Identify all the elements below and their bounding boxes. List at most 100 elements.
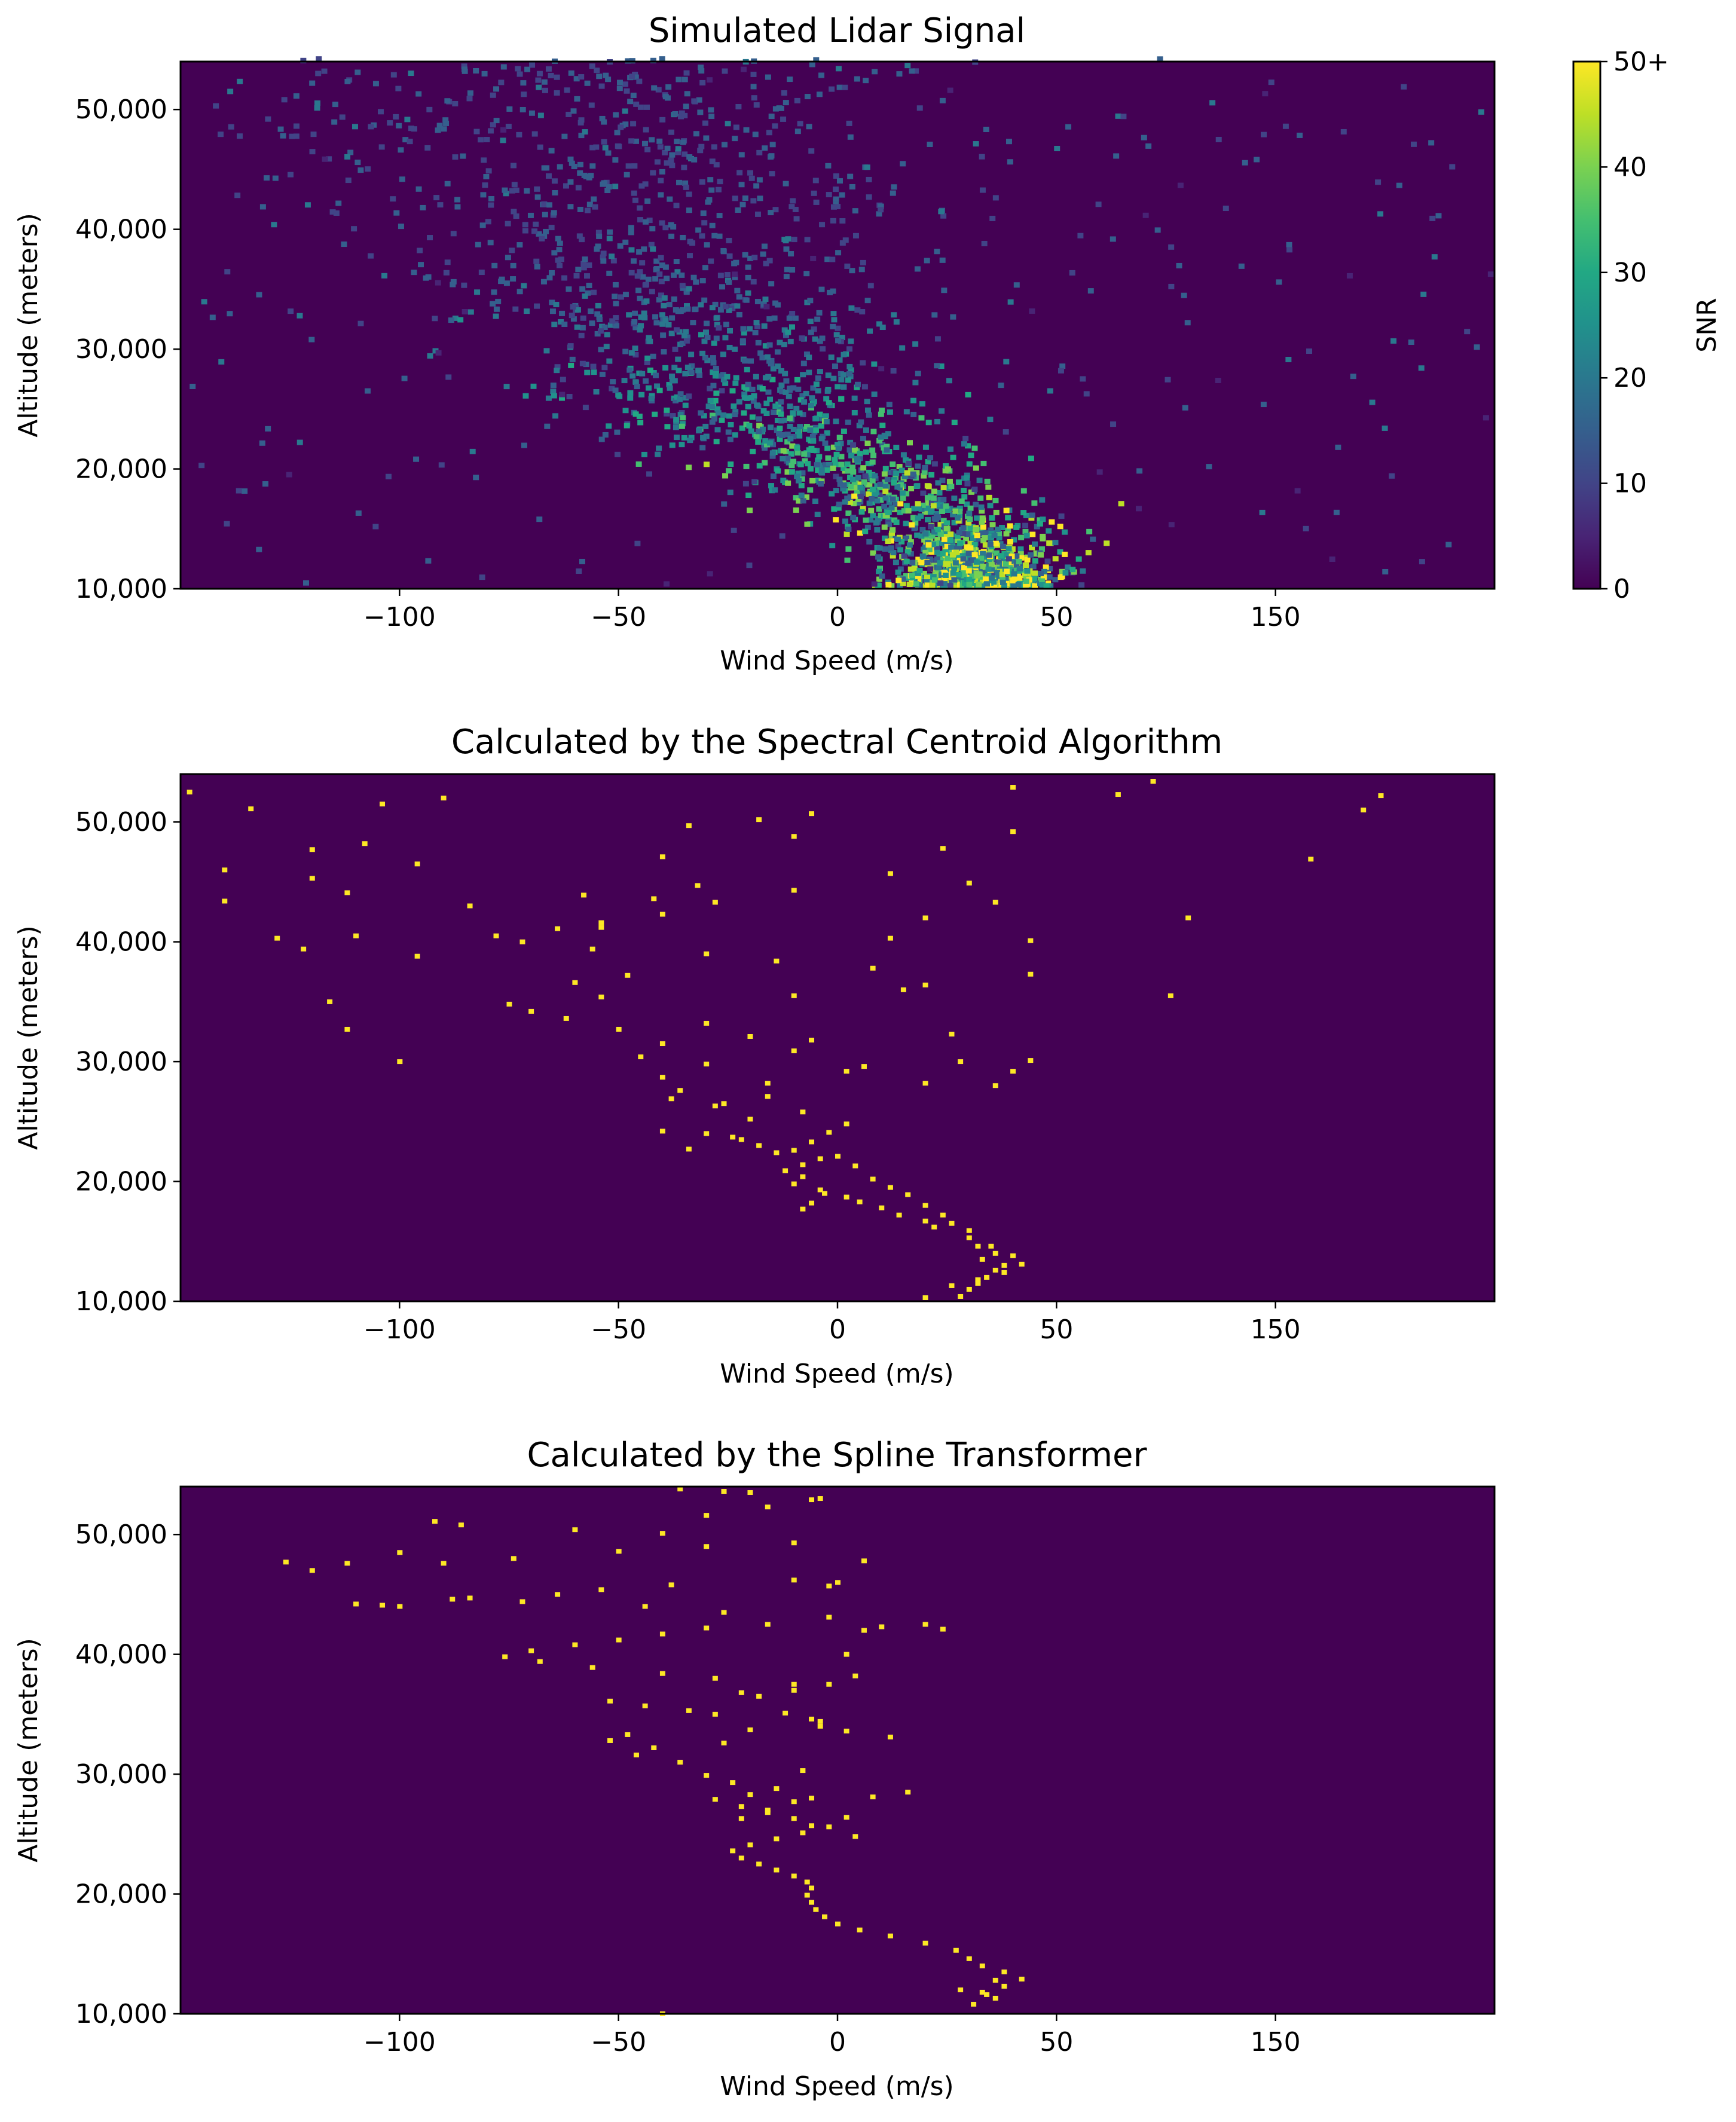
signal-cell xyxy=(493,306,500,312)
signal-cell xyxy=(740,326,747,332)
signal-cell xyxy=(818,436,825,442)
signal-cell xyxy=(845,377,851,383)
signal-cell xyxy=(956,530,962,536)
signal-cell xyxy=(807,466,814,472)
estimate-point xyxy=(809,1823,815,1829)
signal-cell xyxy=(521,283,527,289)
signal-cell xyxy=(859,490,866,496)
signal-cell xyxy=(644,146,651,152)
signal-cell xyxy=(551,250,558,256)
signal-cell xyxy=(762,296,769,302)
signal-cell xyxy=(711,233,718,239)
signal-cell xyxy=(756,463,763,469)
signal-cell xyxy=(511,163,517,169)
signal-cell xyxy=(411,126,418,132)
signal-cell xyxy=(709,419,716,425)
signal-cell xyxy=(862,473,869,479)
signal-cell xyxy=(678,272,685,278)
signal-cell xyxy=(831,506,838,512)
signal-cell xyxy=(632,310,638,316)
signal-cell xyxy=(534,303,540,309)
signal-cell xyxy=(784,439,791,445)
signal-cell xyxy=(797,397,804,403)
signal-cell xyxy=(732,409,739,415)
signal-cell xyxy=(753,320,760,326)
signal-cell xyxy=(776,430,783,436)
signal-cell xyxy=(710,360,717,366)
signal-cell xyxy=(978,555,985,561)
signal-cell xyxy=(510,276,516,282)
estimate-point xyxy=(809,1885,815,1891)
signal-cell xyxy=(1142,212,1149,218)
signal-cell xyxy=(842,84,848,90)
x-tick-label: −50 xyxy=(591,2027,646,2057)
signal-cell xyxy=(887,409,893,415)
signal-cell xyxy=(393,114,399,120)
signal-cell xyxy=(897,547,904,553)
signal-cell xyxy=(812,336,818,342)
signal-cell xyxy=(848,484,855,490)
signal-cell xyxy=(833,451,840,457)
signal-cell xyxy=(1005,527,1011,533)
signal-cell xyxy=(964,531,971,537)
signal-cell xyxy=(693,131,699,137)
signal-cell xyxy=(589,145,596,151)
estimate-point xyxy=(809,1900,815,1905)
signal-cell xyxy=(407,139,413,145)
signal-cell xyxy=(772,487,778,493)
estimate-point xyxy=(826,1583,832,1589)
estimate-point xyxy=(887,935,893,941)
signal-cell xyxy=(825,372,832,378)
estimate-point xyxy=(817,1719,823,1724)
signal-cell xyxy=(541,79,548,85)
signal-cell xyxy=(1058,513,1065,519)
signal-cell xyxy=(589,320,595,326)
signal-cell xyxy=(925,516,931,522)
signal-cell xyxy=(636,413,643,419)
signal-cell xyxy=(850,515,857,521)
estimate-point xyxy=(817,1496,823,1502)
signal-cell xyxy=(473,129,480,134)
signal-cell xyxy=(690,274,697,280)
signal-cell xyxy=(793,405,800,411)
signal-cell xyxy=(878,366,885,372)
signal-cell xyxy=(956,555,962,561)
estimate-point xyxy=(721,1610,727,1615)
panel-3-marks xyxy=(283,1487,1025,2016)
signal-cell xyxy=(882,535,888,541)
signal-cell xyxy=(652,276,659,282)
signal-cell xyxy=(878,411,884,417)
signal-cell xyxy=(681,333,688,339)
signal-cell xyxy=(436,123,443,129)
signal-cell xyxy=(810,255,817,261)
signal-cell xyxy=(927,455,934,461)
signal-cell xyxy=(559,395,566,401)
signal-cell xyxy=(785,455,791,461)
signal-cell xyxy=(708,187,715,193)
estimate-point xyxy=(581,892,587,898)
signal-cell xyxy=(548,225,555,231)
signal-cell xyxy=(536,516,543,522)
estimate-point xyxy=(1019,1976,1025,1982)
signal-cell xyxy=(795,429,802,435)
estimate-point xyxy=(362,841,368,846)
signal-cell xyxy=(915,515,921,521)
signal-cell xyxy=(635,461,642,467)
signal-cell xyxy=(794,97,800,103)
signal-cell xyxy=(841,384,847,390)
signal-cell xyxy=(393,210,400,216)
signal-cell xyxy=(643,219,649,225)
signal-cell xyxy=(516,289,523,295)
signal-cell xyxy=(974,515,980,521)
signal-cell xyxy=(824,388,831,394)
signal-cell xyxy=(326,156,332,162)
signal-cell xyxy=(493,86,500,92)
signal-cell xyxy=(1184,320,1191,326)
signal-cell xyxy=(1026,577,1032,583)
signal-cell xyxy=(970,573,976,579)
signal-cell xyxy=(650,57,656,63)
signal-cell xyxy=(577,170,583,176)
signal-cell xyxy=(698,410,704,416)
signal-cell xyxy=(901,508,907,514)
signal-cell xyxy=(763,261,769,267)
